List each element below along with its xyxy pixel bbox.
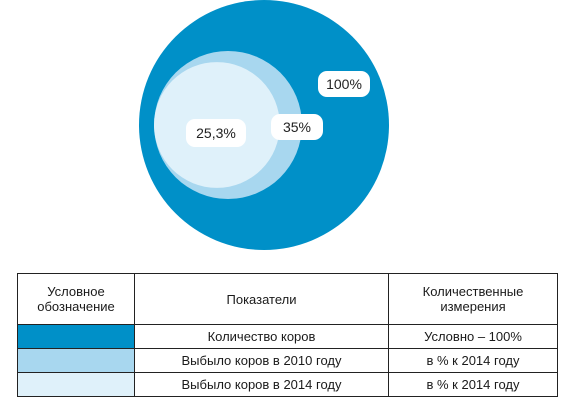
legend-swatch-2014	[17, 372, 135, 397]
legend-swatch-total	[17, 324, 135, 349]
legend-table: Условное обозначение Показатели Количест…	[17, 273, 558, 397]
legend-swatch-2010	[17, 348, 135, 373]
header-indicator: Показатели	[134, 273, 389, 325]
legend-indicator: Выбыло коров в 2010 году	[134, 348, 389, 373]
legend-indicator: Выбыло коров в 2014 году	[134, 372, 389, 397]
label-total-cows-text: 100%	[326, 76, 362, 92]
legend-row: Выбыло коров в 2010 году в % к 2014 году	[17, 348, 558, 373]
header-unit: Количественные измерения	[388, 273, 558, 325]
legend-unit: в % к 2014 году	[388, 372, 558, 397]
label-retired-2010: 35%	[271, 114, 323, 140]
label-retired-2014: 25,3%	[186, 119, 246, 147]
nested-circle-chart: 100% 35% 25,3%	[139, 0, 389, 250]
label-retired-2014-text: 25,3%	[196, 125, 236, 141]
legend-unit: в % к 2014 году	[388, 348, 558, 373]
header-symbol: Условное обозначение	[17, 273, 135, 325]
label-total-cows: 100%	[318, 71, 370, 97]
legend-row: Количество коров Условно – 100%	[17, 324, 558, 349]
legend-row: Выбыло коров в 2014 году в % к 2014 году	[17, 372, 558, 397]
label-retired-2010-text: 35%	[283, 119, 311, 135]
legend-header-row: Условное обозначение Показатели Количест…	[17, 273, 558, 325]
legend-unit: Условно – 100%	[388, 324, 558, 349]
legend-indicator: Количество коров	[134, 324, 389, 349]
